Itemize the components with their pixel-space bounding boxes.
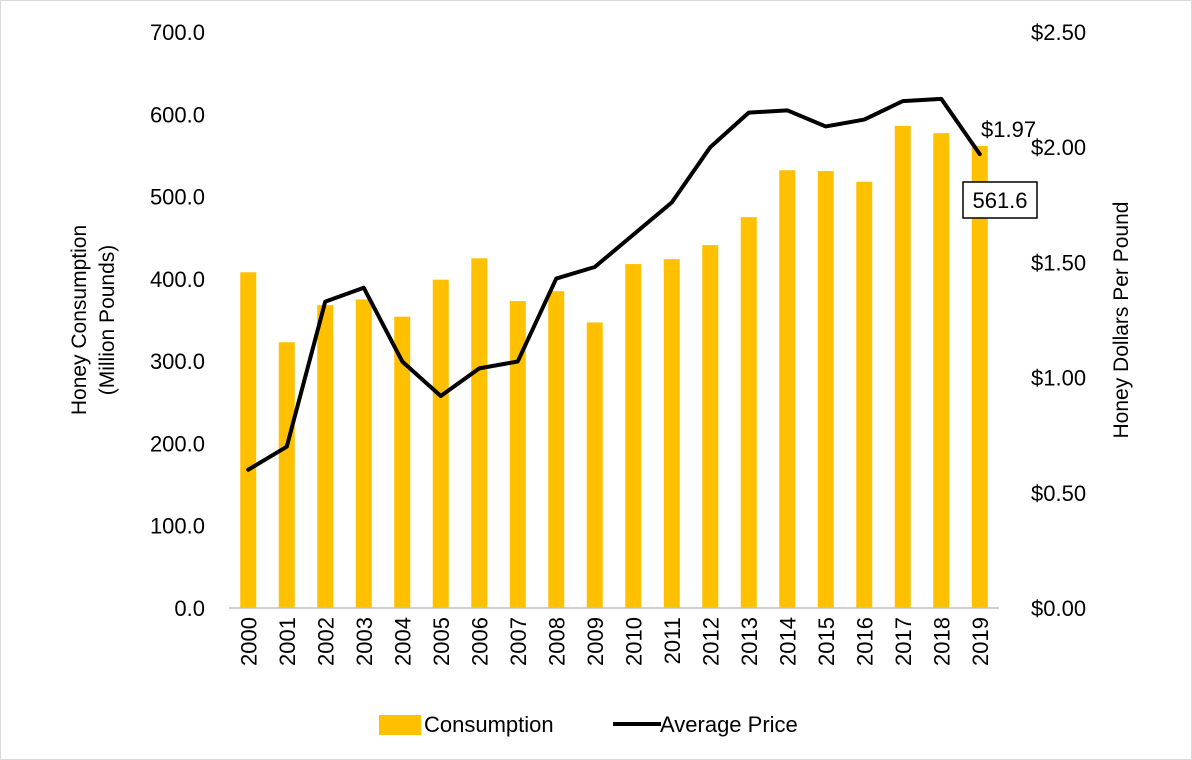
x-tick-label-2014: 2014 [775, 617, 800, 666]
x-tick-label-2003: 2003 [352, 617, 377, 666]
y-right-tick-label: $0.00 [1031, 596, 1086, 621]
consumption-bar-2015 [817, 171, 834, 608]
x-tick-label-2000: 2000 [236, 617, 261, 666]
consumption-bar-2012 [702, 245, 719, 608]
average-price-line-group [246, 96, 982, 472]
y-left-axis-title-line: (Million Pounds) [96, 245, 119, 396]
x-tick-label-2009: 2009 [583, 617, 608, 666]
consumption-data-label: 561.6 [972, 188, 1027, 213]
consumption-bar-2001 [278, 342, 295, 608]
legend-swatch-consumption [379, 715, 421, 735]
x-tick-label-2019: 2019 [968, 617, 993, 666]
x-tick-label-2010: 2010 [621, 617, 646, 666]
y-right-tick-label: $0.50 [1031, 481, 1086, 506]
x-tick-label-2002: 2002 [313, 617, 338, 666]
consumption-bar-2006 [471, 258, 488, 608]
x-tick-label-2017: 2017 [891, 617, 916, 666]
x-tick-label-2001: 2001 [275, 617, 300, 666]
x-tick-label-2007: 2007 [506, 617, 531, 666]
x-tick-label-2013: 2013 [737, 617, 762, 666]
consumption-bar-2016 [856, 181, 873, 608]
x-tick-label-2005: 2005 [429, 617, 454, 666]
legend-label-average-price: Average Price [660, 712, 798, 737]
x-tick-label-2018: 2018 [929, 617, 954, 666]
axis-titles: Honey Consumption (Million Pounds) Honey D… [68, 202, 1133, 439]
consumption-bar-2013 [740, 217, 757, 608]
consumption-bar-2010 [625, 264, 642, 608]
y-right-tick-label: $2.50 [1031, 20, 1086, 45]
y-left-tick-label: 500.0 [150, 185, 205, 210]
y-left-tick-label: 600.0 [150, 102, 205, 127]
consumption-bar-2018 [933, 133, 950, 608]
consumption-bar-2004 [394, 316, 411, 608]
consumption-data-label-box [962, 181, 1038, 219]
price-data-label: $1.97 [981, 117, 1036, 142]
y-left-tick-label: 200.0 [150, 431, 205, 456]
consumption-bar-2007 [509, 301, 526, 608]
consumption-bar-2002 [317, 305, 334, 608]
consumption-bar-2014 [779, 170, 796, 609]
consumption-bar-2005 [432, 279, 449, 608]
y-left-axis-title-line: Honey Consumption [68, 225, 91, 415]
legend-label-consumption: Consumption [424, 712, 554, 737]
legend: Consumption Average Price [379, 712, 798, 737]
consumption-bar-2011 [663, 259, 680, 608]
annotations: $1.97 561.6 [962, 117, 1038, 219]
y-left-tick-label: 400.0 [150, 267, 205, 292]
y-right-tick-label: $1.00 [1031, 366, 1086, 391]
x-tick-label-2006: 2006 [467, 617, 492, 666]
consumption-bar-2019 [971, 145, 988, 608]
consumption-bar-2009 [586, 322, 603, 608]
consumption-bars [240, 125, 988, 609]
y-left-tick-label: 0.0 [174, 596, 205, 621]
x-tick-label-2016: 2016 [852, 617, 877, 666]
y-right-tick-label: $2.00 [1031, 135, 1086, 160]
y-left-tick-label: 300.0 [150, 349, 205, 374]
x-tick-label-2012: 2012 [698, 617, 723, 666]
consumption-bar-2008 [548, 291, 565, 608]
y-left-tick-label: 700.0 [150, 20, 205, 45]
consumption-bar-2000 [240, 272, 257, 608]
y-left-tick-label: 100.0 [150, 514, 205, 539]
tick-labels: 0.0 100.0 200.0 300.0 400.0 500.0 600.0 700.0 $0… [150, 20, 1086, 666]
x-tick-label-2011: 2011 [660, 617, 685, 664]
consumption-bar-2017 [894, 125, 911, 608]
average-price-line [246, 96, 982, 472]
x-tick-label-2015: 2015 [814, 617, 839, 666]
x-tick-label-2004: 2004 [390, 617, 415, 666]
x-tick-label-2008: 2008 [544, 617, 569, 666]
y-right-axis-title: Honey Dollars Per Pound [1110, 202, 1133, 439]
y-right-tick-label: $1.50 [1031, 250, 1086, 275]
y-left-axis-title: Honey Consumption (Million Pounds) [68, 225, 119, 415]
consumption-bar-2003 [355, 299, 372, 608]
